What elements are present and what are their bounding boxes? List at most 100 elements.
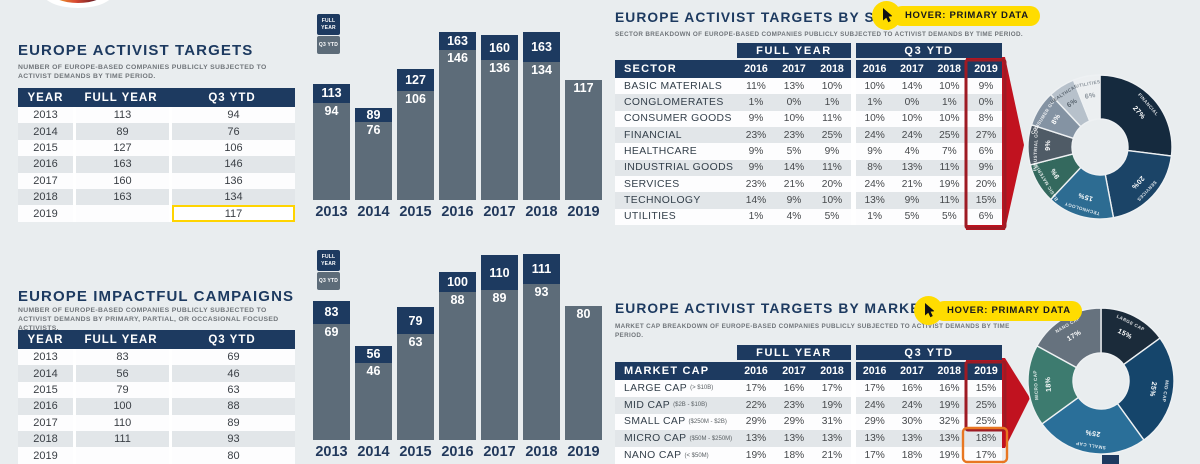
bar-segment-q3-ytd[interactable]: 94: [313, 103, 350, 200]
donut-slice-label: MID CAP: [1161, 380, 1169, 403]
bar-2018[interactable]: 134 163: [523, 25, 560, 200]
column-divider: [851, 176, 856, 193]
bar-segment-q3-ytd[interactable]: 76: [355, 121, 392, 200]
bar-segment-q3-ytd[interactable]: 88: [439, 292, 476, 440]
donut-slice-mid-cap[interactable]: [1116, 337, 1175, 442]
donut-slice-financial[interactable]: [1099, 74, 1173, 157]
bar-segment-full-year[interactable]: 163: [523, 32, 560, 62]
donut-slice-nano-cap[interactable]: [1036, 307, 1102, 369]
bar-segment-q3-ytd[interactable]: 69: [313, 324, 350, 440]
table-row: 2013 83 69: [18, 349, 295, 366]
bar-segment-q3-ytd[interactable]: 134: [523, 61, 560, 200]
table-cell: 2014: [18, 365, 73, 382]
bar-2016[interactable]: 88 100: [439, 250, 476, 440]
bar-2013[interactable]: 94 113: [313, 25, 350, 200]
row-label: HEALTHCARE: [615, 143, 737, 160]
bar-segment-q3-ytd[interactable]: 93: [523, 283, 560, 440]
bar-segment-q3-ytd[interactable]: 46: [355, 362, 392, 440]
table-cell: 13%: [901, 433, 923, 445]
donut-slice-utilities[interactable]: [1072, 74, 1101, 122]
table-cell-2019: 18%: [970, 430, 1002, 448]
table-cell: 18%: [901, 450, 923, 462]
hover-badge: HOVER: PRIMARY DATA: [872, 1, 1040, 30]
bar-value-q3-ytd: 134: [531, 62, 552, 77]
sector-donut-chart: 27%FINANCIAL20%SERVICES15%TECHNOLOGY9%BA…: [1027, 74, 1173, 220]
table-row: CONSUMER GOODS 9% 10% 11% 10% 10% 10% 8%: [615, 110, 1002, 128]
bar-2018[interactable]: 93 111: [523, 250, 560, 440]
bar-value-q3-ytd: 94: [324, 104, 339, 119]
bar-segment-q3-ytd[interactable]: 146: [439, 49, 476, 200]
table-cell: 163: [76, 188, 169, 206]
bar-2014[interactable]: 46 56: [355, 250, 392, 440]
bar-segment-full-year[interactable]: 89: [355, 108, 392, 123]
bar-2016[interactable]: 146 163: [439, 25, 476, 200]
bar-segment-q3-ytd[interactable]: 136: [481, 59, 518, 200]
bar-segment-q3-ytd[interactable]: 89: [481, 290, 518, 440]
bar-2019[interactable]: 80: [565, 250, 602, 440]
bar-2013[interactable]: 69 83: [313, 250, 350, 440]
bar-2017[interactable]: 89 110: [481, 250, 518, 440]
column-divider: [968, 380, 970, 397]
bar-segment-q3-ytd[interactable]: 106: [397, 90, 434, 200]
bar-segment-q3-ytd[interactable]: 63: [397, 334, 434, 440]
partial-logo: [46, 0, 110, 8]
cell-group-q3-ytd: 24% 21% 19%: [856, 176, 968, 193]
bar-value-q3-ytd: 63: [408, 335, 423, 350]
donut-slice-services[interactable]: [1104, 149, 1173, 219]
bar-year-label: 2013: [315, 204, 348, 220]
table-cell: 24%: [901, 129, 923, 141]
bar-segment-full-year[interactable]: 79: [397, 307, 434, 335]
bar-2017[interactable]: 136 160: [481, 25, 518, 200]
bar-year-label: 2017: [483, 204, 516, 220]
donut-slice-small-cap[interactable]: [1040, 396, 1145, 455]
bar-2015[interactable]: 63 79: [397, 250, 434, 440]
table-cell: 1%: [748, 211, 764, 223]
bar-segment-full-year[interactable]: 160: [481, 35, 518, 60]
bar-segment-q3-ytd[interactable]: 80: [565, 305, 602, 440]
table-cell-2019: 9%: [970, 78, 1002, 95]
column-divider: [851, 413, 856, 431]
bar-year-label: 2013: [315, 444, 348, 460]
bar-segment-full-year[interactable]: 110: [481, 255, 518, 291]
bar-value-full-year: 89: [366, 108, 381, 123]
table-cell: 21%: [901, 178, 923, 190]
targets-subtitle: NUMBER OF EUROPE-BASED COMPANIES PUBLICL…: [18, 64, 267, 81]
table-cell: 9%: [867, 146, 883, 158]
bar-segment-full-year[interactable]: 163: [439, 32, 476, 50]
table-cell: 13%: [783, 433, 805, 445]
table-cell: 76: [172, 123, 295, 140]
table-cell: 63: [172, 381, 295, 399]
table-cell-2019: 15%: [970, 192, 1002, 209]
bar-segment-full-year[interactable]: 127: [397, 69, 434, 91]
bar-2014[interactable]: 76 89: [355, 25, 392, 200]
campaigns-title: EUROPE IMPACTFUL CAMPAIGNS: [18, 288, 295, 305]
donut-slice-label: INDUSTRIAL GOODS: [1032, 119, 1039, 172]
column-header: 2016: [744, 365, 768, 377]
table-row: 2014 56 46: [18, 365, 295, 382]
table-cell: [76, 205, 169, 222]
table-cell: 29%: [783, 416, 805, 428]
table-cell: 4%: [786, 211, 802, 223]
table-cell: 110: [76, 414, 169, 431]
bar-year-label: 2014: [357, 444, 390, 460]
bar-segment-full-year[interactable]: 111: [523, 253, 560, 284]
campaigns-subtitle: NUMBER OF EUROPE-BASED COMPANIES PUBLICL…: [18, 307, 279, 333]
column-header: Q3 YTD: [208, 333, 256, 346]
table-cell: 9%: [748, 162, 764, 174]
table-cell: 2017: [18, 414, 73, 431]
table-cell: 4%: [904, 146, 920, 158]
bar-2015[interactable]: 106 127: [397, 25, 434, 200]
table-cell: 46: [172, 365, 295, 382]
group-header-q3-ytd: Q3 YTD: [856, 43, 1002, 58]
table-row: TECHNOLOGY 14% 9% 10% 13% 9% 11% 15%: [615, 192, 1002, 209]
marketcap-subtitle: MARKET CAP BREAKDOWN OF EUROPE-BASED COM…: [615, 323, 1010, 339]
bar-segment-q3-ytd[interactable]: 117: [565, 79, 602, 200]
bar-segment-full-year[interactable]: 83: [313, 300, 350, 325]
donut-value: 6%: [1066, 97, 1079, 109]
bar-segment-full-year[interactable]: 100: [439, 272, 476, 293]
table-cell: 21%: [783, 178, 805, 190]
table-cell: 19%: [939, 450, 960, 462]
bar-segment-full-year[interactable]: 56: [355, 345, 392, 363]
bar-2019[interactable]: 117: [565, 25, 602, 200]
bar-segment-full-year[interactable]: 113: [313, 83, 350, 104]
